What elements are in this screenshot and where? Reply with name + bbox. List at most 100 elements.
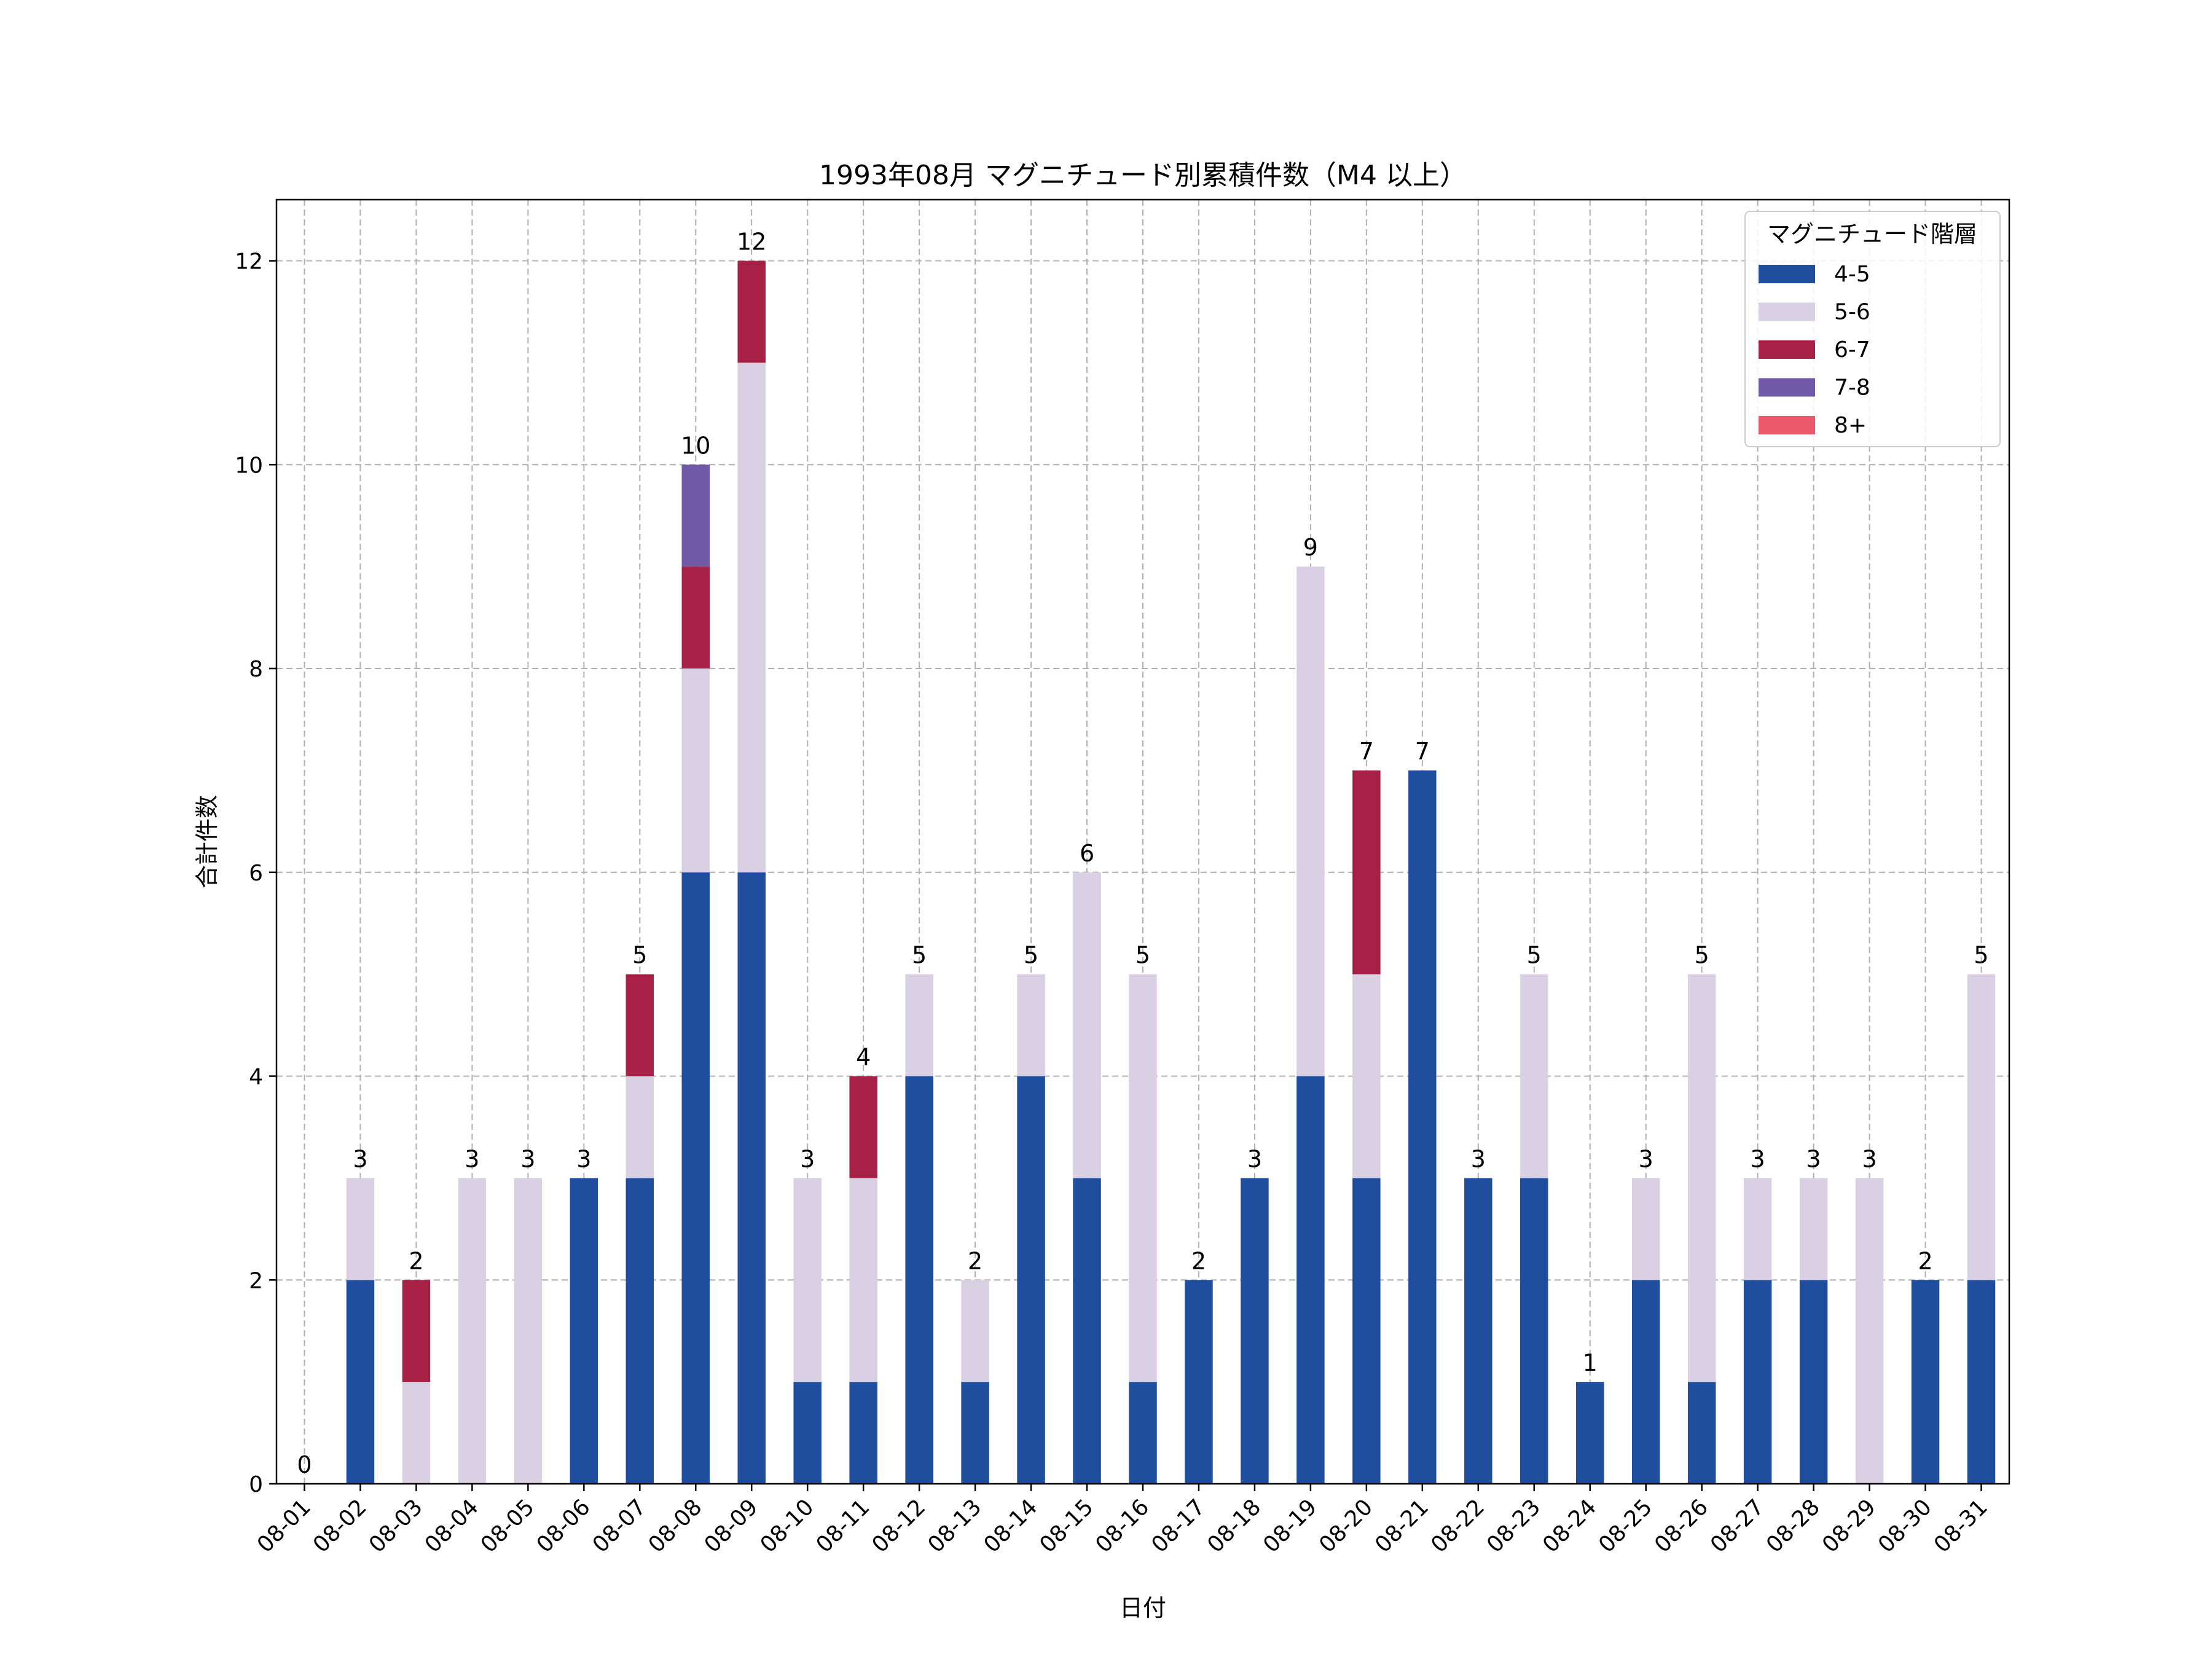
bar-segment-6-7 [737, 261, 766, 363]
bar-segment-6-7 [849, 1076, 877, 1178]
bar-segment-4-5 [626, 1178, 654, 1484]
bar-segment-4-5 [961, 1382, 989, 1484]
bar-segment-5-6 [1967, 974, 1996, 1280]
bar-segment-4-5 [737, 872, 766, 1484]
bar-total-label: 3 [576, 1145, 591, 1172]
bar-segment-6-7 [681, 566, 710, 669]
bar-segment-5-6 [1352, 974, 1381, 1178]
bar-segment-5-6 [793, 1178, 822, 1382]
bar-segment-5-6 [681, 668, 710, 872]
bar-segment-4-5 [1464, 1178, 1492, 1484]
bar-total-label: 10 [681, 432, 710, 459]
bar-segment-4-5 [1799, 1280, 1828, 1484]
bar-total-label: 6 [1080, 840, 1094, 867]
bar-segment-5-6 [1073, 872, 1101, 1178]
y-tick-label: 0 [249, 1472, 263, 1497]
legend: マグニチュード階層 4-5 5-6 6-7 7-8 8+ [1744, 211, 2001, 447]
bar-total-label: 3 [1806, 1145, 1821, 1172]
bar-segment-4-5 [1352, 1178, 1381, 1484]
bar-segment-5-6 [905, 974, 933, 1076]
bar-total-label: 3 [1751, 1145, 1765, 1172]
bar-segment-4-5 [346, 1280, 375, 1484]
bar-segment-4-5 [1967, 1280, 1996, 1484]
bar-segment-4-5 [1911, 1280, 1940, 1484]
bar-total-label: 12 [737, 229, 766, 256]
legend-label: 5-6 [1834, 300, 1870, 325]
legend-title: マグニチュード階層 [1767, 221, 1977, 248]
y-tick-label: 4 [249, 1065, 263, 1090]
bar-total-label: 7 [1359, 738, 1374, 765]
y-tick-label: 10 [235, 453, 263, 478]
bar-total-label: 5 [912, 942, 927, 969]
chart-title: 1993年08月 マグニチュード別累積件数（M4 以上） [819, 160, 1467, 191]
bar-segment-4-5 [1687, 1382, 1716, 1484]
bar-segment-5-6 [849, 1178, 877, 1382]
bar-segment-6-7 [1352, 770, 1381, 974]
bar-total-label: 3 [1862, 1145, 1877, 1172]
y-tick-label: 6 [249, 861, 263, 886]
bar-segment-4-5 [681, 872, 710, 1484]
bar-total-label: 3 [1471, 1145, 1486, 1172]
bar-total-label: 2 [409, 1247, 423, 1274]
y-axis-ticks: 0 2 4 6 8 10 12 [235, 249, 276, 1497]
legend-swatch [1759, 378, 1815, 397]
bar-segment-5-6 [514, 1178, 543, 1484]
bar-total-label: 3 [353, 1145, 367, 1172]
bars [346, 261, 1996, 1484]
bar-total-label: 5 [632, 942, 647, 969]
bar-total-label: 3 [1247, 1145, 1262, 1172]
bar-total-label: 4 [856, 1044, 871, 1071]
bar-segment-4-5 [1241, 1178, 1269, 1484]
bar-segment-5-6 [1855, 1178, 1884, 1484]
bar-segment-5-6 [1687, 974, 1716, 1382]
bar-segment-4-5 [1520, 1178, 1548, 1484]
bar-total-label: 3 [800, 1145, 815, 1172]
legend-label: 7-8 [1834, 375, 1870, 401]
y-axis-label: 合計件数 [194, 795, 221, 888]
bar-segment-5-6 [1520, 974, 1548, 1178]
bar-segment-7-8 [681, 464, 710, 567]
legend-items: 4-5 5-6 6-7 7-8 8+ [1759, 262, 1870, 438]
bar-segment-5-6 [737, 363, 766, 872]
bar-total-label: 2 [1191, 1247, 1206, 1274]
bar-total-label: 9 [1303, 534, 1318, 561]
y-tick-label: 8 [249, 657, 263, 682]
bar-segment-6-7 [626, 974, 654, 1076]
bar-segment-4-5 [849, 1382, 877, 1484]
legend-label: 4-5 [1834, 262, 1870, 287]
bar-segment-5-6 [1129, 974, 1157, 1382]
bar-segment-4-5 [570, 1178, 598, 1484]
bar-segment-5-6 [1017, 974, 1045, 1076]
bar-segment-4-5 [1017, 1076, 1045, 1484]
bar-segment-5-6 [458, 1178, 487, 1484]
bar-total-label: 5 [1695, 942, 1709, 969]
bar-segment-5-6 [1743, 1178, 1772, 1280]
legend-swatch [1759, 416, 1815, 434]
bar-total-label: 5 [1135, 942, 1150, 969]
legend-label: 8+ [1834, 413, 1867, 438]
bar-segment-4-5 [1129, 1382, 1157, 1484]
bar-total-label: 3 [1639, 1145, 1653, 1172]
y-tick-label: 12 [235, 249, 263, 275]
legend-swatch [1759, 302, 1815, 321]
bar-segment-4-5 [1408, 770, 1437, 1484]
bar-total-label: 5 [1024, 942, 1038, 969]
bar-segment-4-5 [793, 1382, 822, 1484]
bar-segment-5-6 [346, 1178, 375, 1280]
bar-segment-4-5 [1185, 1280, 1213, 1484]
bar-total-label: 3 [520, 1145, 535, 1172]
bar-total-label: 5 [1527, 942, 1542, 969]
bar-total-label: 0 [297, 1451, 312, 1478]
bar-segment-5-6 [402, 1382, 431, 1484]
bar-segment-4-5 [1743, 1280, 1772, 1484]
x-axis-label: 日付 [1120, 1594, 1166, 1621]
bar-segment-4-5 [1576, 1382, 1604, 1484]
bar-total-label: 7 [1415, 738, 1430, 765]
bar-segment-5-6 [1296, 566, 1325, 1076]
bar-segment-4-5 [1631, 1280, 1660, 1484]
bar-segment-5-6 [1799, 1178, 1828, 1280]
bar-segment-5-6 [961, 1280, 989, 1382]
legend-swatch [1759, 265, 1815, 283]
